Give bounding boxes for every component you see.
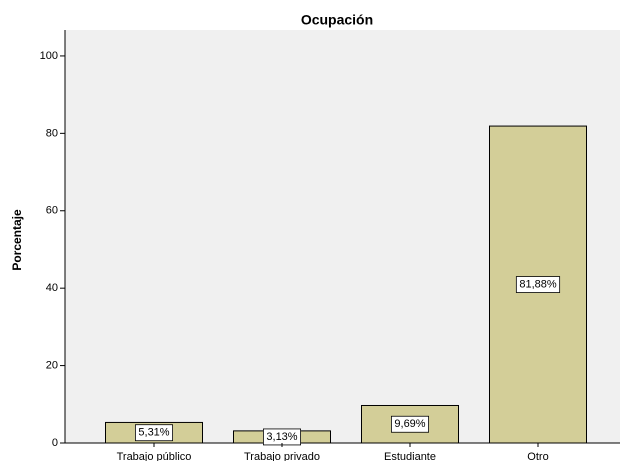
value-label: 3,13% bbox=[266, 431, 297, 443]
y-tick-label: 0 bbox=[52, 437, 58, 449]
value-label: 9,69% bbox=[394, 418, 425, 430]
chart-title: Ocupación bbox=[301, 12, 373, 28]
y-tick-label: 60 bbox=[46, 205, 58, 217]
value-label-box bbox=[390, 415, 430, 433]
y-tick-label: 20 bbox=[46, 359, 58, 371]
value-label: 81,88% bbox=[519, 278, 557, 290]
x-tick-label: Estudiante bbox=[384, 451, 436, 461]
y-tick-label: 100 bbox=[40, 50, 58, 62]
y-axis-label: Porcentaje bbox=[10, 209, 24, 271]
value-label-box bbox=[134, 424, 174, 442]
value-label-box bbox=[515, 276, 561, 293]
y-tick-label: 40 bbox=[46, 282, 58, 294]
y-tick-label: 80 bbox=[46, 127, 58, 139]
x-tick-label: Trabajo público bbox=[117, 451, 192, 461]
x-tick-label: Otro bbox=[527, 451, 548, 461]
value-label: 5,31% bbox=[138, 427, 169, 439]
x-tick-label: Trabajo privado bbox=[244, 451, 320, 461]
